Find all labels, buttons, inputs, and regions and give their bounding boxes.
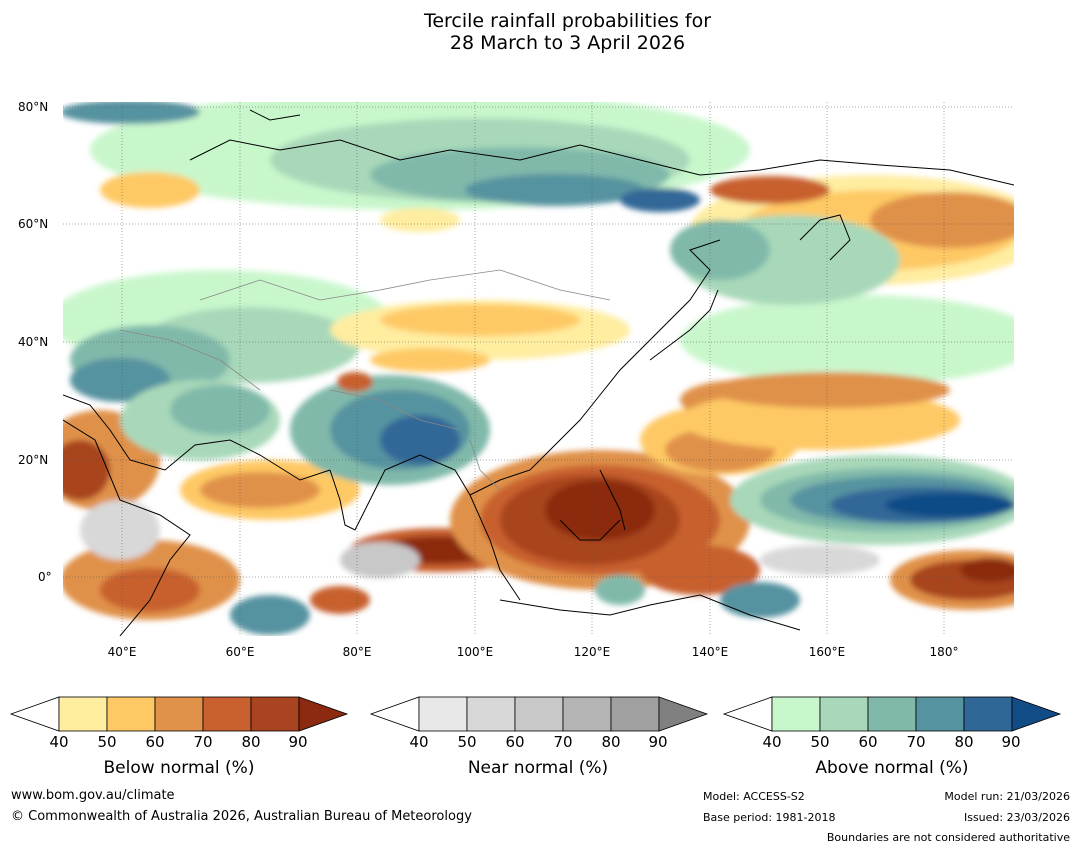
colorbar-segment xyxy=(819,696,869,732)
lat-label-0: 0° xyxy=(38,570,52,584)
tick: 90 xyxy=(288,733,308,751)
title-line-1: Tercile rainfall probabilities for xyxy=(423,10,712,32)
country-borders xyxy=(119,269,611,491)
lon-label-120e: 120°E xyxy=(573,645,611,659)
tick: 70 xyxy=(193,733,213,751)
lat-label-20n: 20°N xyxy=(18,453,49,467)
tick: 90 xyxy=(648,733,668,751)
issued-text: Issued: 23/03/2026 xyxy=(963,811,1070,824)
graticule xyxy=(63,102,1014,636)
map-field xyxy=(63,102,1014,636)
colorbar-low-arrow xyxy=(10,696,60,732)
colorbar-segment xyxy=(867,696,917,732)
colorbar-segment xyxy=(106,696,156,732)
lon-label-100e: 100°E xyxy=(456,645,494,659)
colorbar-segment xyxy=(202,696,252,732)
model-run-text: Model run: 21/03/2026 xyxy=(944,790,1070,803)
tick: 80 xyxy=(601,733,621,751)
base-period-text: Base period: 1981-2018 xyxy=(703,811,836,824)
map-title: Tercile rainfall probabilities for 28 Ma… xyxy=(0,10,1081,54)
tick: 50 xyxy=(457,733,477,751)
tick: 50 xyxy=(97,733,117,751)
colorbar-low-arrow xyxy=(370,696,420,732)
colorbar-high-arrow xyxy=(298,696,349,732)
legend-near-normal-colorbar xyxy=(370,696,709,732)
tick: 40 xyxy=(762,733,782,751)
legend-near-normal-label: Near normal (%) xyxy=(467,758,609,778)
colorbar-segment xyxy=(963,696,1013,732)
lon-label-140e: 140°E xyxy=(691,645,729,659)
legend-below-normal-label: Below normal (%) xyxy=(103,758,255,778)
tick: 40 xyxy=(49,733,69,751)
coastlines xyxy=(63,109,1014,636)
colorbar-low-arrow xyxy=(723,696,773,732)
colorbar-segment xyxy=(562,696,612,732)
tick: 40 xyxy=(409,733,429,751)
colorbar-high-arrow xyxy=(658,696,709,732)
tick: 60 xyxy=(145,733,165,751)
colorbar-segment xyxy=(58,696,108,732)
colorbar-segment xyxy=(250,696,300,732)
lon-label-40e: 40°E xyxy=(107,645,137,659)
website-link[interactable]: www.bom.gov.au/climate xyxy=(11,788,175,803)
colorbar-segment xyxy=(514,696,564,732)
legend-below-normal-colorbar xyxy=(10,696,349,732)
lon-label-180: 180° xyxy=(929,645,959,659)
colorbar-segment xyxy=(418,696,468,732)
tick: 90 xyxy=(1001,733,1021,751)
colorbar-segment xyxy=(915,696,965,732)
colorbar-segment xyxy=(610,696,660,732)
tick: 80 xyxy=(954,733,974,751)
tick: 60 xyxy=(505,733,525,751)
colorbar-segment xyxy=(466,696,516,732)
colorbar-segment xyxy=(771,696,821,732)
disclaimer-text: Boundaries are not considered authoritat… xyxy=(826,831,1070,844)
copyright-text: © Commonwealth of Australia 2026, Austra… xyxy=(11,809,472,824)
colorbar-high-arrow xyxy=(1011,696,1062,732)
tick: 60 xyxy=(858,733,878,751)
tick: 70 xyxy=(906,733,926,751)
lon-label-80e: 80°E xyxy=(342,645,372,659)
lat-label-60n: 60°N xyxy=(18,217,49,231)
colorbar-segment xyxy=(154,696,204,732)
legend-above-normal-label: Above normal (%) xyxy=(815,758,969,778)
lat-label-80n: 80°N xyxy=(18,100,49,114)
tick: 70 xyxy=(553,733,573,751)
title-line-2: 28 March to 3 April 2026 xyxy=(449,32,686,54)
lon-label-160e: 160°E xyxy=(808,645,846,659)
tick: 80 xyxy=(241,733,261,751)
model-text: Model: ACCESS-S2 xyxy=(703,790,805,803)
lat-label-40n: 40°N xyxy=(18,335,49,349)
tick: 50 xyxy=(810,733,830,751)
lon-label-60e: 60°E xyxy=(225,645,255,659)
legend-above-normal-colorbar xyxy=(723,696,1062,732)
